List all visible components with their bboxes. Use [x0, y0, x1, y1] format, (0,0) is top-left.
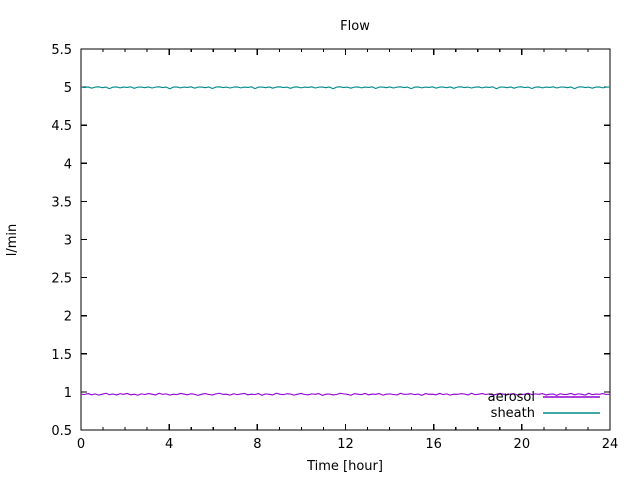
chart-title: Flow [340, 19, 370, 34]
plot-frame [80, 48, 611, 431]
y-tick-label: 5.5 [51, 43, 72, 58]
y-axis-ticks [81, 48, 610, 431]
x-tick-label: 20 [514, 437, 531, 452]
y-tick-label: 2 [64, 310, 72, 325]
data-series-layer [81, 86, 610, 396]
x-tick-label: 0 [77, 437, 85, 452]
y-tick-label: 4 [64, 157, 72, 172]
x-axis-ticks [80, 49, 611, 430]
y-tick-label: 1.5 [51, 348, 72, 363]
x-tick-label: 8 [253, 437, 261, 452]
y-tick-label: 5 [64, 81, 72, 96]
x-axis-label: Time [hour] [306, 459, 383, 474]
x-tick-label: 4 [165, 437, 173, 452]
legend-label-sheath: sheath [491, 406, 535, 421]
legend-label-aerosol: aerosol [488, 390, 535, 405]
x-tick-label: 24 [602, 437, 619, 452]
y-tick-label: 3.5 [51, 195, 72, 210]
y-tick-label: 3 [64, 234, 72, 249]
x-tick-label: 12 [337, 437, 354, 452]
series-line-aerosol [81, 392, 610, 396]
y-axis-label: l/min [5, 224, 20, 257]
x-tick-label: 16 [425, 437, 442, 452]
y-tick-label: 4.5 [51, 119, 72, 134]
y-axis-tick-labels: 0.5 1 1.5 2 2.5 3 3.5 4 4.5 5 5.5 [51, 43, 72, 439]
series-line-sheath [81, 86, 610, 90]
y-tick-label: 1 [64, 386, 72, 401]
x-axis-tick-labels: 0 4 8 12 16 20 24 [77, 437, 618, 452]
y-tick-label: 2.5 [51, 272, 72, 287]
y-tick-label: 0.5 [51, 424, 72, 439]
